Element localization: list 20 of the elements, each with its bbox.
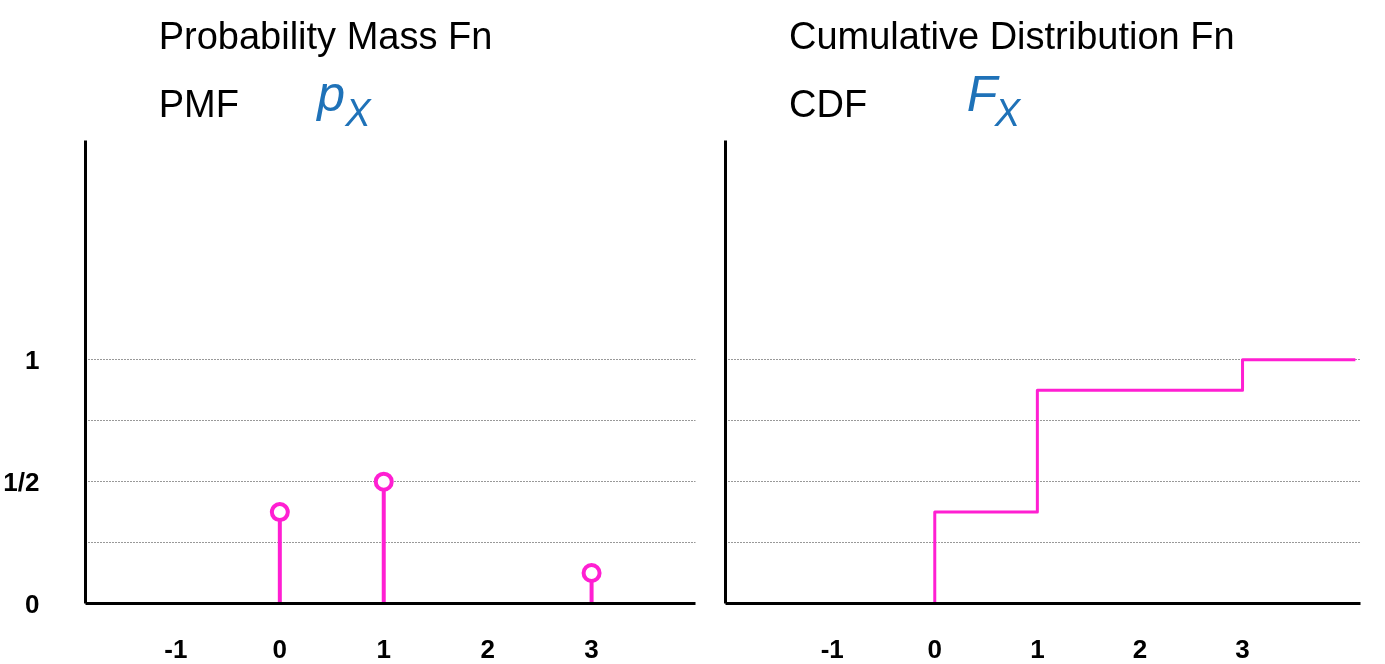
point <box>581 563 602 584</box>
y-tick-label: 1 <box>25 344 40 375</box>
point <box>373 471 394 492</box>
x-tick-label: 1 <box>1030 633 1045 664</box>
x-tick-label: 0 <box>272 633 288 664</box>
y-tick-label: 1/2 <box>3 466 40 497</box>
chart-subtitle: CDF <box>789 82 868 125</box>
x-tick-label: 2 <box>480 633 495 664</box>
chart-subtitle: PMF <box>158 82 239 125</box>
x-tick-label: 2 <box>1132 633 1148 664</box>
chart-title: Cumulative Distribution Fn <box>789 15 1235 58</box>
x-tick-label: -1 <box>164 633 188 664</box>
point <box>269 502 290 523</box>
chart-title: Probability Mass Fn <box>158 15 493 58</box>
x-tick-label: -1 <box>820 633 844 664</box>
x-tick-label: 1 <box>376 633 391 664</box>
x-tick-label: 0 <box>927 633 943 664</box>
y-tick-label: 0 <box>25 588 40 619</box>
x-tick-label: 3 <box>584 633 599 664</box>
x-tick-label: 3 <box>1235 633 1250 664</box>
